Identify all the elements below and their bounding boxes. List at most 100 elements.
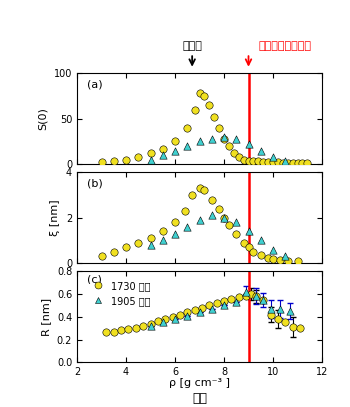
Point (170, 313, 175, 320)
Point (214, 300, 219, 306)
Point (229, 295, 234, 302)
Point (246, 157, 251, 164)
Point (192, 307, 197, 313)
Point (246, 228, 251, 235)
Point (111, 328, 117, 335)
Point (265, 254, 271, 261)
Point (251, 158, 256, 165)
Point (99, 159, 104, 166)
Point (275, 159, 281, 166)
Point (172, 147, 178, 154)
Point (184, 313, 190, 319)
Point (304, 160, 310, 166)
Point (287, 308, 293, 314)
Point (160, 237, 166, 244)
Point (253, 293, 259, 300)
Point (221, 302, 227, 309)
Point (184, 125, 190, 131)
Point (300, 160, 305, 166)
Point (221, 214, 227, 221)
Point (221, 298, 227, 304)
Point (135, 153, 141, 160)
Point (184, 223, 190, 230)
Y-axis label: S(0): S(0) (38, 107, 48, 130)
Point (265, 159, 271, 166)
Point (206, 302, 212, 309)
Point (111, 249, 117, 255)
Point (268, 311, 273, 318)
Point (278, 256, 283, 263)
Point (221, 214, 227, 221)
Text: (a): (a) (87, 80, 103, 90)
Point (209, 136, 215, 142)
Point (197, 185, 202, 191)
Point (209, 306, 215, 312)
Point (172, 219, 178, 225)
Point (275, 316, 281, 322)
Point (148, 150, 153, 157)
Y-axis label: ξ [nm]: ξ [nm] (50, 199, 60, 236)
Point (172, 230, 178, 237)
Point (260, 296, 266, 303)
Point (209, 212, 215, 219)
Point (160, 228, 166, 235)
Point (270, 159, 276, 166)
Point (189, 192, 195, 198)
Text: 臨界点: 臨界点 (182, 42, 202, 51)
Point (290, 160, 295, 166)
Point (172, 316, 178, 322)
Point (268, 306, 273, 312)
Point (285, 258, 290, 264)
Point (243, 289, 249, 295)
Point (126, 326, 131, 333)
Point (172, 138, 178, 145)
Point (236, 153, 241, 160)
Point (243, 293, 249, 300)
Point (206, 102, 212, 108)
Point (297, 325, 303, 331)
Point (290, 324, 295, 330)
Point (270, 256, 276, 262)
Point (246, 244, 251, 251)
Point (202, 93, 207, 99)
Point (202, 187, 207, 194)
Point (209, 196, 215, 203)
Point (282, 319, 288, 326)
Point (258, 237, 264, 244)
Point (162, 316, 168, 322)
Point (197, 217, 202, 223)
Point (231, 150, 237, 157)
Point (118, 327, 124, 334)
Point (184, 143, 190, 149)
Y-axis label: R [nm]: R [nm] (41, 298, 51, 336)
Point (99, 253, 104, 260)
Point (278, 306, 283, 312)
Point (233, 230, 239, 237)
Text: (c): (c) (87, 274, 101, 284)
Text: (b): (b) (87, 179, 103, 189)
Point (233, 299, 239, 305)
Point (226, 143, 232, 149)
Point (295, 160, 300, 166)
Point (148, 235, 153, 241)
Point (160, 152, 166, 158)
Point (197, 309, 202, 315)
Point (148, 156, 153, 163)
Point (148, 320, 153, 327)
Point (270, 246, 276, 253)
Point (199, 304, 205, 311)
Point (197, 138, 202, 145)
Point (182, 208, 188, 214)
Point (123, 156, 129, 163)
Point (260, 296, 266, 303)
Point (111, 158, 117, 165)
Point (282, 253, 288, 260)
Point (211, 114, 217, 120)
Point (216, 206, 222, 212)
Point (241, 239, 246, 246)
Point (233, 219, 239, 225)
Point (258, 147, 264, 154)
Point (246, 141, 251, 147)
Point (123, 244, 129, 251)
Text: 密度: 密度 (192, 392, 207, 405)
